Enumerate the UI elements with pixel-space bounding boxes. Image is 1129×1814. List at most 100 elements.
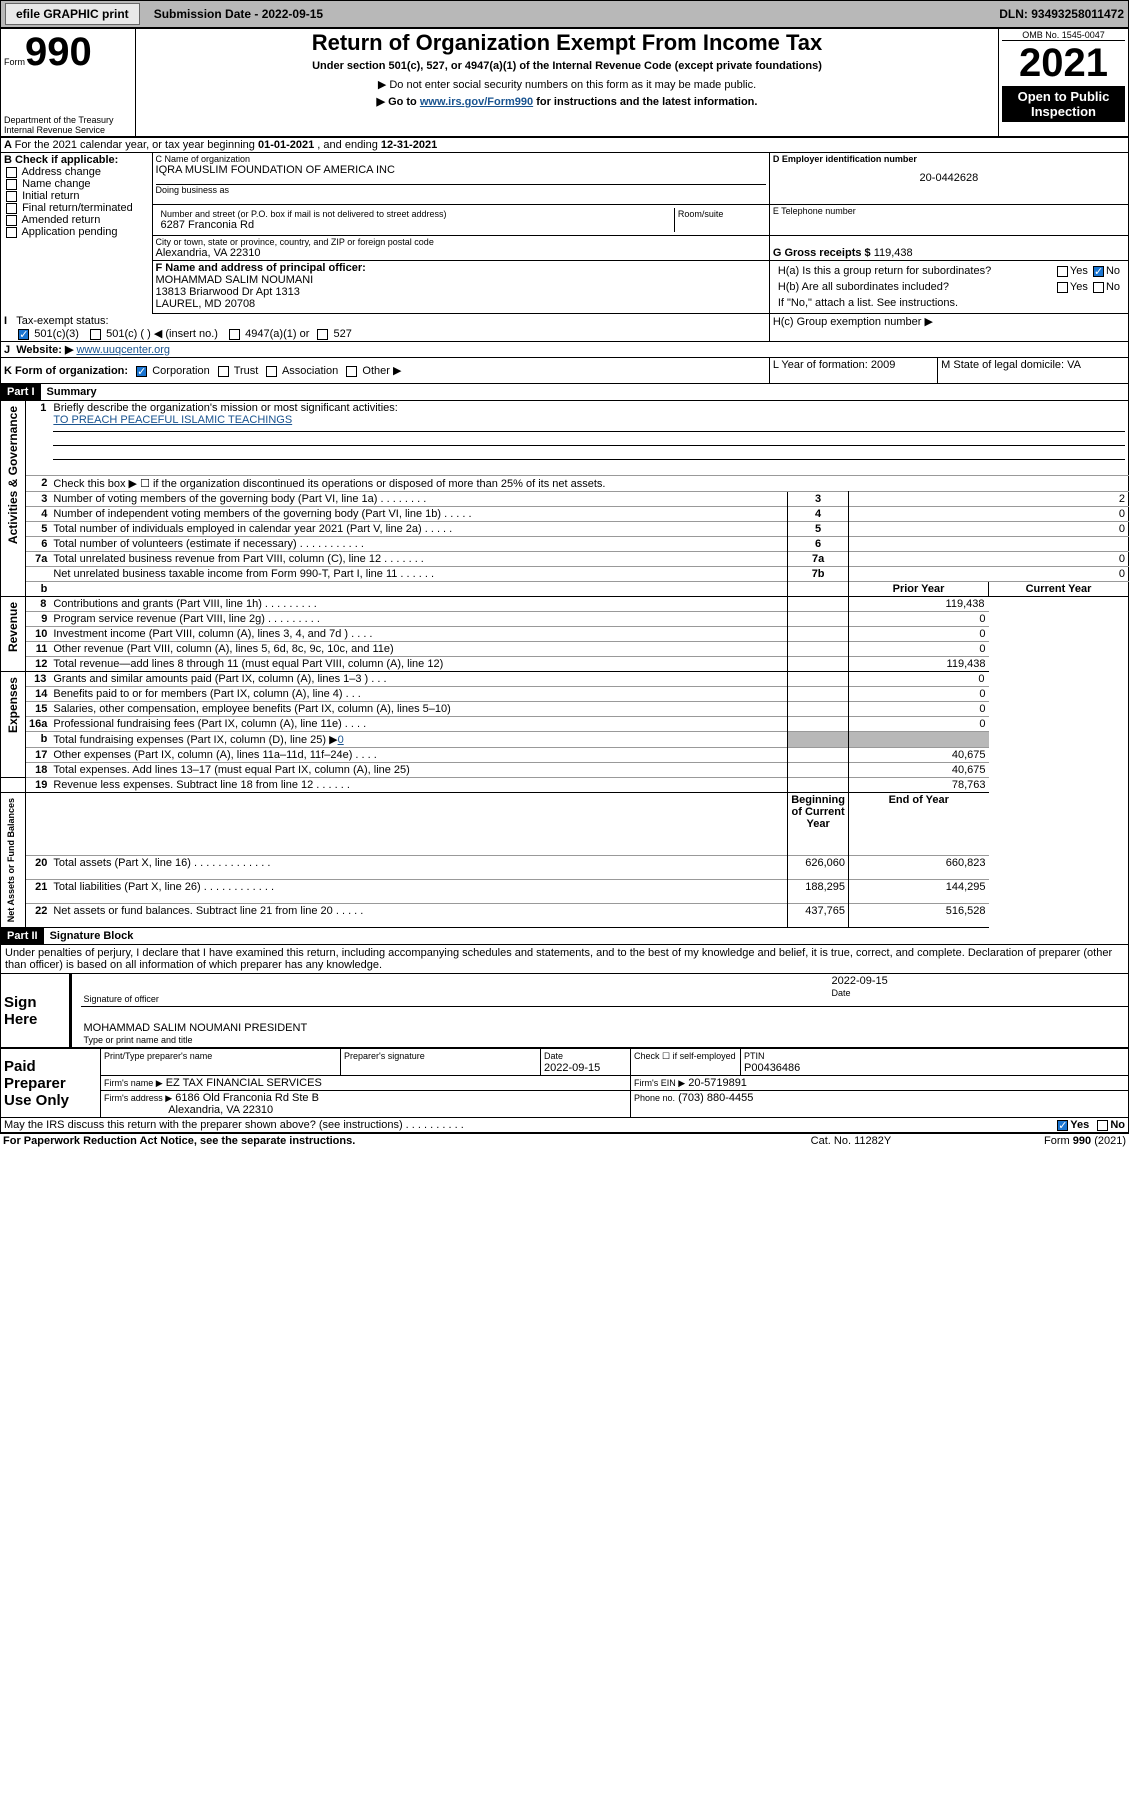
- firm-phone: (703) 880-4455: [678, 1092, 753, 1104]
- officer-addr2: LAUREL, MD 20708: [156, 298, 766, 310]
- line-3: Number of voting members of the governin…: [50, 492, 787, 507]
- subtitle-1: Under section 501(c), 527, or 4947(a)(1)…: [139, 60, 995, 72]
- cb-other[interactable]: [346, 366, 357, 377]
- val-3: 2: [849, 492, 1129, 507]
- cb-amended[interactable]: Amended return: [4, 214, 149, 226]
- g-label: G Gross receipts $: [773, 247, 871, 259]
- dba-label: Doing business as: [156, 184, 766, 195]
- k-label: K Form of organization:: [4, 365, 128, 377]
- cb-address-change[interactable]: Address change: [4, 166, 149, 178]
- hb-yes[interactable]: [1057, 282, 1068, 293]
- ha-no[interactable]: [1093, 266, 1104, 277]
- cy-18: 40,675: [849, 763, 989, 778]
- cat-no: Cat. No. 11282Y: [759, 1134, 942, 1148]
- f-label: F Name and address of principal officer:: [156, 262, 766, 274]
- line-6: Total number of volunteers (estimate if …: [50, 537, 787, 552]
- section-b-title: B Check if applicable:: [4, 154, 149, 166]
- website-link[interactable]: www.uuqcenter.org: [76, 344, 170, 356]
- cb-initial-return[interactable]: Initial return: [4, 190, 149, 202]
- cy-14: 0: [849, 687, 989, 702]
- cy-13: 0: [849, 672, 989, 687]
- l-label: L Year of formation:: [773, 359, 868, 371]
- firm-ein: 20-5719891: [688, 1077, 747, 1089]
- city-label: City or town, state or province, country…: [156, 237, 766, 247]
- cy-11: 0: [849, 642, 989, 657]
- cb-app-pending[interactable]: Application pending: [4, 226, 149, 238]
- line-12: Total revenue—add lines 8 through 11 (mu…: [50, 657, 787, 672]
- year-formation: 2009: [871, 359, 895, 371]
- mission-text[interactable]: TO PREACH PEACEFUL ISLAMIC TEACHINGS: [53, 414, 292, 426]
- discuss-yes[interactable]: [1057, 1120, 1068, 1131]
- val-7b: 0: [849, 567, 1129, 582]
- e-20: 660,823: [849, 855, 989, 879]
- line-16b: Total fundraising expenses (Part IX, col…: [50, 732, 787, 748]
- hb-no[interactable]: [1093, 282, 1104, 293]
- cb-final-return[interactable]: Final return/terminated: [4, 202, 149, 214]
- part-2-hdr: Part II: [1, 928, 44, 944]
- line-15: Salaries, other compensation, employee b…: [50, 702, 787, 717]
- top-bar: efile GRAPHIC print Submission Date - 20…: [0, 0, 1129, 28]
- cb-527[interactable]: [317, 329, 328, 340]
- line-5: Total number of individuals employed in …: [50, 522, 787, 537]
- cb-501c[interactable]: [90, 329, 101, 340]
- form-title: Return of Organization Exempt From Incom…: [139, 30, 995, 56]
- line-11: Other revenue (Part VIII, column (A), li…: [50, 642, 787, 657]
- ha-yes[interactable]: [1057, 266, 1068, 277]
- h-b: H(b) Are all subordinates included?: [775, 280, 1036, 294]
- sidebar-activities: Activities & Governance: [4, 402, 22, 548]
- ein: 20-0442628: [773, 172, 1125, 184]
- line-14: Benefits paid to or for members (Part IX…: [50, 687, 787, 702]
- j-label: Website: ▶: [16, 344, 73, 356]
- subtitle-2: ▶ Do not enter social security numbers o…: [139, 78, 995, 91]
- line-19: Revenue less expenses. Subtract line 18 …: [50, 778, 787, 793]
- addr-label: Number and street (or P.O. box if mail i…: [161, 209, 669, 219]
- part-1-hdr: Part I: [1, 384, 41, 400]
- line-7a: Total unrelated business revenue from Pa…: [50, 552, 787, 567]
- perjury-declaration: Under penalties of perjury, I declare th…: [0, 944, 1129, 974]
- c-name-label: C Name of organization: [156, 154, 766, 164]
- discuss-no[interactable]: [1097, 1120, 1108, 1131]
- val-5: 0: [849, 522, 1129, 537]
- cy-19: 78,763: [849, 778, 989, 793]
- e-22: 516,528: [849, 904, 989, 928]
- cy-17: 40,675: [849, 748, 989, 763]
- cb-501c3[interactable]: [18, 329, 29, 340]
- line-a: For the 2021 calendar year, or tax year …: [15, 139, 258, 151]
- line-22: Net assets or fund balances. Subtract li…: [50, 904, 787, 928]
- firm-addr: 6186 Old Franconia Rd Ste B: [175, 1092, 319, 1104]
- d-label: D Employer identification number: [773, 154, 1125, 164]
- form-990: 990: [25, 30, 92, 74]
- cb-assoc[interactable]: [266, 366, 277, 377]
- line-8: Contributions and grants (Part VIII, lin…: [50, 597, 787, 612]
- room-label: Room/suite: [674, 208, 764, 232]
- val-7a: 0: [849, 552, 1129, 567]
- cb-corp[interactable]: [136, 366, 147, 377]
- sidebar-net-assets: Net Assets or Fund Balances: [4, 794, 18, 926]
- omb: OMB No. 1545-0047: [1002, 30, 1125, 41]
- part-1-title: Summary: [41, 384, 103, 400]
- line-13: Grants and similar amounts paid (Part IX…: [50, 672, 787, 687]
- dln: DLN: 93493258011472: [999, 7, 1124, 21]
- line-16a: Professional fundraising fees (Part IX, …: [50, 717, 787, 732]
- may-irs-discuss: May the IRS discuss this return with the…: [1, 1118, 969, 1133]
- efile-print-button[interactable]: efile GRAPHIC print: [5, 3, 140, 25]
- line-20: Total assets (Part X, line 16) . . . . .…: [50, 855, 787, 879]
- prior-year-hdr: [788, 582, 849, 597]
- irs-link[interactable]: www.irs.gov/Form990: [420, 96, 533, 108]
- b-21: 188,295: [788, 879, 849, 903]
- open-public: Open to Public Inspection: [1002, 86, 1125, 122]
- line-17: Other expenses (Part IX, column (A), lin…: [50, 748, 787, 763]
- cy-16a: 0: [849, 717, 989, 732]
- form-label: Form: [4, 57, 25, 67]
- h-c: H(c) Group exemption number ▶: [769, 314, 1128, 342]
- cy-12: 119,438: [849, 657, 989, 672]
- cb-trust[interactable]: [218, 366, 229, 377]
- line-9: Program service revenue (Part VIII, line…: [50, 612, 787, 627]
- cb-name-change[interactable]: Name change: [4, 178, 149, 190]
- tax-year: 2021: [1002, 41, 1125, 86]
- m-label: M State of legal domicile:: [941, 359, 1064, 371]
- e-21: 144,295: [849, 879, 989, 903]
- cb-4947[interactable]: [229, 329, 240, 340]
- line-7b: Net unrelated business taxable income fr…: [50, 567, 787, 582]
- irs: Internal Revenue Service: [4, 125, 132, 135]
